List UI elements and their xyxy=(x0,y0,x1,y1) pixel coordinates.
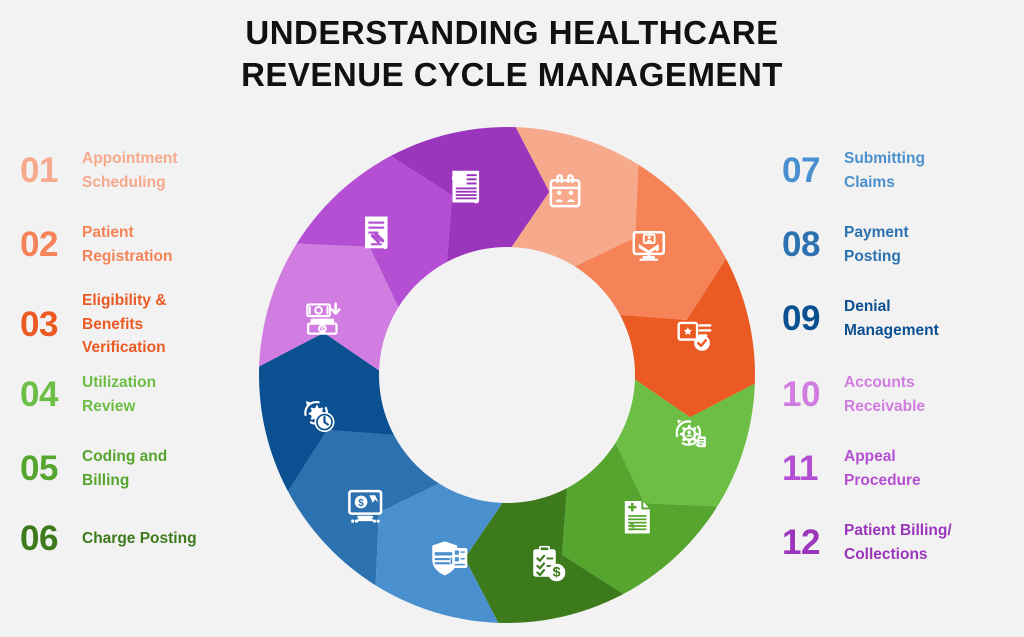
step-label-line: Coding and xyxy=(82,448,168,465)
step-label-04: Utilization Review xyxy=(82,371,280,418)
step-label-line: Eligibility & xyxy=(82,292,167,309)
step-label-line: Benefits xyxy=(82,315,144,333)
step-number-07: 07 xyxy=(782,151,820,191)
step-number-03: 03 xyxy=(20,304,58,344)
step-number-01: 01 xyxy=(20,151,58,191)
step-label-line: Patient xyxy=(82,224,134,241)
step-label-line: Appeal xyxy=(844,448,896,465)
step-row-04[interactable]: 04 Utilization Review xyxy=(20,371,280,418)
step-label-line: Procedure xyxy=(844,471,921,489)
step-label-line: Claims xyxy=(844,173,895,191)
step-row-07[interactable]: 07 Submitting Claims xyxy=(782,147,1024,194)
step-label-05: Coding and Billing xyxy=(82,445,280,492)
step-number-11: 11 xyxy=(782,449,819,489)
step-label-line: Management xyxy=(844,321,939,339)
step-label-line: Submitting xyxy=(844,150,925,167)
step-label-07: Submitting Claims xyxy=(844,147,1024,194)
step-label-line: Patient Billing/ xyxy=(844,522,952,539)
step-number-12: 12 xyxy=(782,523,820,563)
step-label-06: Charge Posting xyxy=(82,527,280,551)
step-label-line: Scheduling xyxy=(82,173,166,191)
step-label-line: Registration xyxy=(82,247,173,265)
step-row-05[interactable]: 05 Coding and Billing xyxy=(20,445,280,492)
step-label-03: Eligibility & Benefits Verification xyxy=(82,289,280,360)
step-number-02: 02 xyxy=(20,225,58,265)
step-row-06[interactable]: 06 Charge Posting xyxy=(20,521,280,556)
step-row-02[interactable]: 02 Patient Registration xyxy=(20,221,280,268)
step-number-05: 05 xyxy=(20,449,58,489)
step-row-09[interactable]: 09 Denial Management xyxy=(782,295,1024,342)
step-number-10: 10 xyxy=(782,375,820,415)
step-row-10[interactable]: 10 Accounts Receivable xyxy=(782,371,1024,418)
step-label-line: Accounts xyxy=(844,374,915,391)
step-row-01[interactable]: 01 Appointment Scheduling xyxy=(20,147,280,194)
page-title-line-1: UNDERSTANDING HEALTHCARE xyxy=(245,14,779,51)
page-title: UNDERSTANDING HEALTHCARE REVENUE CYCLE M… xyxy=(0,12,1024,96)
step-number-08: 08 xyxy=(782,225,820,265)
step-label-line: Review xyxy=(82,397,136,415)
step-row-08[interactable]: 08 Payment Posting xyxy=(782,221,1024,268)
step-label-line: Receivable xyxy=(844,397,925,415)
step-number-09: 09 xyxy=(782,299,820,339)
step-label-01: Appointment Scheduling xyxy=(82,147,280,194)
revenue-cycle-ring: $ $ $ $ $ xyxy=(255,123,760,628)
step-label-line: Verification xyxy=(82,339,166,357)
step-row-03[interactable]: 03 Eligibility & Benefits Verification xyxy=(20,289,280,360)
step-label-line: Utilization xyxy=(82,374,157,391)
step-label-line: Charge Posting xyxy=(82,529,197,547)
step-label-08: Payment Posting xyxy=(844,221,1024,268)
step-label-09: Denial Management xyxy=(844,295,1024,342)
step-label-line: Billing xyxy=(82,471,130,489)
step-label-11: Appeal Procedure xyxy=(844,445,1024,492)
step-label-10: Accounts Receivable xyxy=(844,371,1024,418)
step-label-line: Posting xyxy=(844,247,901,265)
step-label-line: Appointment xyxy=(82,150,178,167)
page-title-line-2: REVENUE CYCLE MANAGEMENT xyxy=(241,55,783,93)
step-row-12[interactable]: 12 Patient Billing/Collections xyxy=(782,519,1024,566)
step-number-06: 06 xyxy=(20,519,58,558)
step-label-line: Denial xyxy=(844,298,891,315)
step-label-line: Payment xyxy=(844,224,909,241)
step-label-line: Collections xyxy=(844,545,928,563)
step-row-11[interactable]: 11 Appeal Procedure xyxy=(782,445,1024,492)
step-label-12: Patient Billing/Collections xyxy=(844,519,1024,566)
step-number-04: 04 xyxy=(20,375,58,415)
step-label-02: Patient Registration xyxy=(82,221,280,268)
